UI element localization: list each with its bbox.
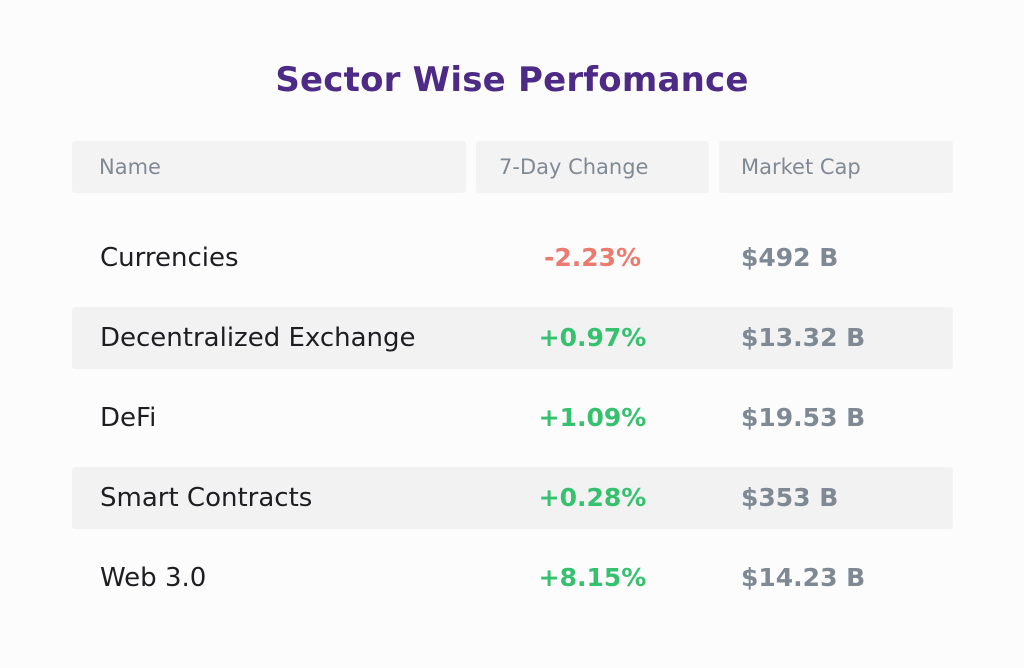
page-title: Sector Wise Perfomance	[275, 60, 749, 100]
header-7-day-change: 7-Day Change	[476, 141, 709, 193]
table-row: Smart Contracts +0.28% $353 B	[72, 467, 953, 529]
market-cap: $14.23 B	[741, 563, 866, 592]
table-row: Decentralized Exchange +0.97% $13.32 B	[72, 307, 953, 369]
market-cap: $353 B	[741, 483, 839, 512]
market-cap: $492 B	[741, 243, 839, 272]
seven-day-change: +0.97%	[538, 323, 647, 352]
sector-performance-table: Name 7-Day Change Market Cap Currencies …	[72, 141, 953, 593]
table-header: Name 7-Day Change Market Cap	[72, 141, 953, 193]
header-name: Name	[72, 141, 466, 193]
sector-name: Decentralized Exchange	[100, 323, 416, 353]
seven-day-change: -2.23%	[543, 243, 642, 272]
table-body: Currencies -2.23% $492 B Decentralized E…	[72, 227, 953, 627]
sector-name: DeFi	[100, 403, 157, 433]
table-row: Currencies -2.23% $492 B	[72, 227, 953, 289]
header-market-cap: Market Cap	[719, 141, 953, 193]
seven-day-change: +8.15%	[538, 563, 647, 592]
seven-day-change: +0.28%	[538, 483, 647, 512]
sector-name: Smart Contracts	[100, 483, 313, 513]
sector-name: Currencies	[100, 243, 239, 273]
market-cap: $13.32 B	[741, 323, 866, 352]
table-row: Web 3.0 +8.15% $14.23 B	[72, 547, 953, 609]
sector-name: Web 3.0	[100, 563, 207, 593]
table-row: DeFi +1.09% $19.53 B	[72, 387, 953, 449]
market-cap: $19.53 B	[741, 403, 866, 432]
seven-day-change: +1.09%	[538, 403, 647, 432]
